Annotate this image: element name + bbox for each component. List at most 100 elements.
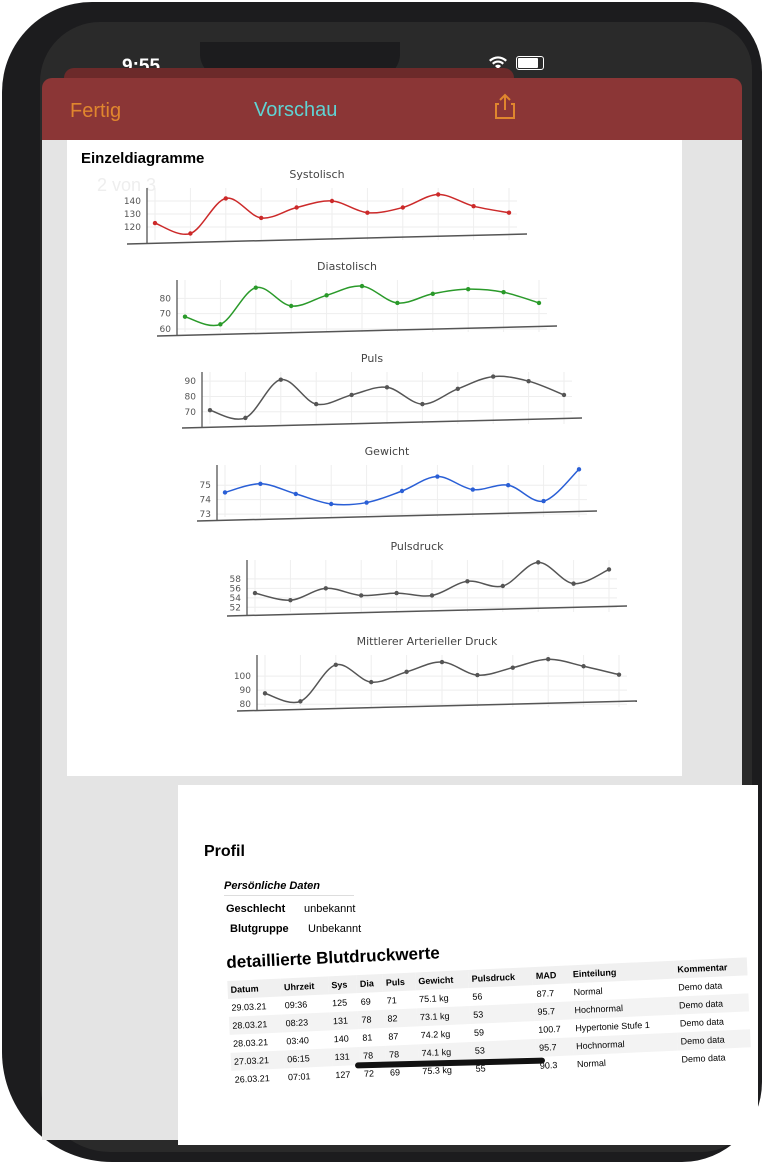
field-value: Unbekannt <box>308 923 362 935</box>
data-point <box>581 664 586 669</box>
data-point <box>576 467 582 472</box>
data-point <box>253 285 258 290</box>
data-point <box>435 474 440 479</box>
data-point <box>365 210 370 215</box>
y-tick-label: 90 <box>240 686 252 696</box>
y-tick-label: 75 <box>200 481 211 491</box>
preview-page-1: Einzeldiagramme 2 von 3 Systolisch 120 130… <box>67 140 682 776</box>
data-point <box>259 215 264 221</box>
data-point <box>182 314 188 319</box>
y-tick-label: 80 <box>240 700 252 710</box>
data-point <box>207 408 213 413</box>
table-cell: Demo data <box>681 1052 726 1065</box>
data-point <box>329 501 334 507</box>
data-point <box>349 392 354 398</box>
data-point <box>541 498 546 504</box>
bp-table: Datum Uhrzeit Sys Dia Puls Gewicht Pulsdruck MA… <box>227 957 751 1088</box>
data-point <box>506 483 511 488</box>
chart-title: Systolisch <box>289 168 345 181</box>
y-tick-label: 74 <box>200 496 212 506</box>
data-point <box>561 392 567 398</box>
table-cell: 131 <box>329 1011 359 1031</box>
data-point <box>420 401 425 407</box>
done-button[interactable]: Fertig <box>70 100 122 122</box>
data-point <box>429 593 435 598</box>
data-point <box>470 487 475 492</box>
data-point <box>506 210 512 215</box>
data-point <box>526 378 531 384</box>
data-point <box>252 590 258 596</box>
data-point <box>188 231 193 236</box>
data-point <box>293 491 298 497</box>
data-point <box>510 665 515 670</box>
column-header: Puls <box>382 972 416 992</box>
table-cell: 95.7 <box>535 1037 574 1058</box>
table-cell: 95.7 <box>534 1001 572 1022</box>
battery-icon <box>516 56 544 70</box>
y-tick-label: 56 <box>230 584 242 594</box>
data-point <box>218 322 223 327</box>
table-cell: 87.7 <box>536 988 555 999</box>
x-axis <box>226 605 627 617</box>
data-point <box>536 300 542 306</box>
y-tick-label: 80 <box>160 294 172 304</box>
table-cell: 09:36 <box>284 999 308 1011</box>
data-point <box>314 401 319 407</box>
table-cell: 06:15 <box>283 1048 333 1069</box>
y-tick-label: 90 <box>185 377 197 387</box>
data-point <box>400 205 405 210</box>
data-point <box>394 590 399 596</box>
data-point <box>324 293 329 298</box>
chart-2: Puls 70 80 90 <box>162 352 582 442</box>
table-cell: 03:40 <box>286 1035 310 1047</box>
table-cell: Normal <box>576 1057 607 1070</box>
y-tick-label: 120 <box>124 223 141 233</box>
share-icon[interactable] <box>490 92 520 122</box>
data-point <box>288 597 293 603</box>
field-value: unbekannt <box>304 903 356 915</box>
data-point <box>243 415 248 421</box>
data-point <box>491 374 496 379</box>
preview-content[interactable]: Einzeldiagramme 2 von 3 Systolisch 120 130… <box>42 140 758 1145</box>
data-point <box>571 581 576 586</box>
y-tick-label: 73 <box>200 510 211 520</box>
data-point <box>258 481 263 486</box>
table-cell: 69 <box>360 996 371 1007</box>
data-point <box>430 291 435 296</box>
data-point <box>222 490 228 495</box>
data-point <box>359 593 364 598</box>
chart-1: Diastolisch 60 70 80 <box>137 260 557 350</box>
data-point <box>439 659 445 665</box>
table-cell: 26.03.21 <box>234 1073 270 1085</box>
chart-title: Puls <box>360 352 384 365</box>
x-axis <box>196 510 597 522</box>
table-cell: 87 <box>388 1031 399 1042</box>
profile-title: Profil <box>204 843 245 860</box>
data-point <box>404 669 409 675</box>
x-axis <box>181 417 582 429</box>
column-header: MAD <box>532 965 571 986</box>
data-point <box>262 691 268 696</box>
data-point <box>455 386 460 392</box>
data-point <box>329 198 335 204</box>
data-point <box>359 283 365 289</box>
chart-title: Gewicht <box>364 445 410 458</box>
table-cell: 81 <box>362 1032 373 1043</box>
column-header: Dia <box>356 973 384 994</box>
data-point <box>471 204 476 209</box>
data-point <box>278 377 283 382</box>
data-point <box>399 488 405 494</box>
data-point <box>616 672 622 677</box>
x-axis <box>126 233 527 245</box>
y-tick-label: 130 <box>124 210 141 220</box>
y-tick-label: 80 <box>185 392 197 402</box>
data-point <box>294 205 299 210</box>
chart-title: Pulsdruck <box>390 540 444 553</box>
data-point <box>384 385 390 390</box>
data-point <box>606 567 612 572</box>
data-point <box>298 699 303 704</box>
page-indicator: 2 von 3 <box>97 175 157 195</box>
data-point <box>364 500 369 505</box>
data-point <box>289 303 294 309</box>
data-point <box>436 192 441 197</box>
